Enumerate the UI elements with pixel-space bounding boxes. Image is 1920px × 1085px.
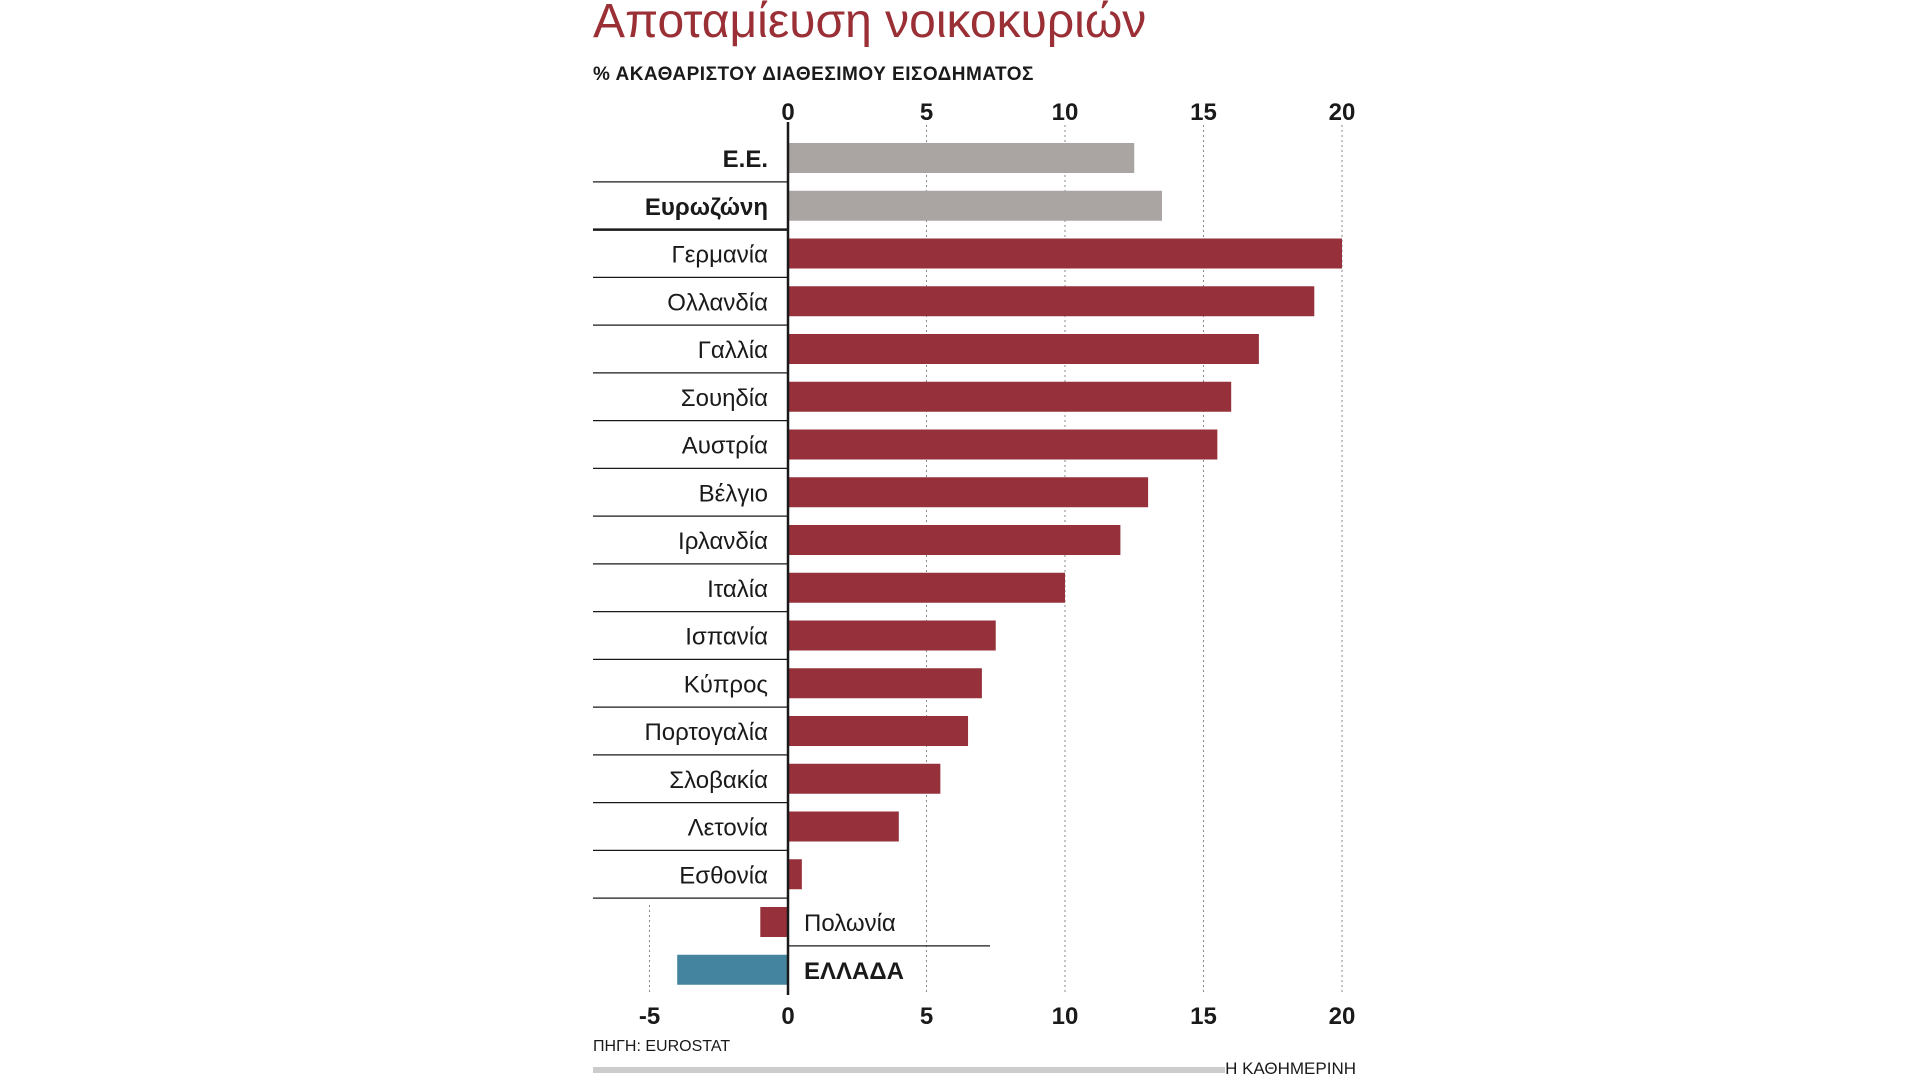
category-label-4: Ολλανδία [667, 289, 768, 316]
bar-13 [788, 716, 969, 746]
category-labels: Ε.Ε. Ευρωζώνη Γερμανία Ολλανδία Γαλλία Σουηδί… [644, 146, 904, 985]
category-label-6: Σουηδία [681, 385, 768, 412]
chart-subtitle: % ΑΚΑΘΑΡΙΣΤΟΥ ΔΙΑΘΕΣΙΜΟΥ ΕΙΣΟΔΗΜΑΤΟΣ [593, 64, 1034, 85]
bar-7 [788, 429, 1218, 460]
tick-labels: 0 5 10 15 20 -5 0 5 10 15 20 [639, 99, 1356, 1030]
bar-6 [788, 381, 1232, 412]
bar-12 [788, 668, 982, 699]
bar-14 [788, 763, 941, 794]
gridlines [649, 125, 1343, 995]
bar-18 [677, 954, 788, 985]
category-label-8: Βέλγιο [699, 480, 768, 507]
bottom-tick-label: 5 [920, 1003, 933, 1030]
category-label-9: Ιρλανδία [678, 528, 768, 555]
bar-9 [788, 525, 1121, 555]
top-tick-label: 0 [781, 99, 794, 126]
category-label-16: Εσθονία [679, 862, 768, 889]
category-label-1: Ε.Ε. [723, 146, 768, 173]
bottom-tick-label: 0 [781, 1003, 794, 1030]
category-label-17: Πολωνία [804, 910, 896, 937]
top-tick-label: 5 [920, 99, 933, 126]
chart-title: Αποταμίευση νοικοκυριών [593, 0, 1146, 48]
category-label-2: Ευρωζώνη [645, 194, 768, 221]
category-label-10: Ιταλία [707, 576, 768, 603]
top-tick-label: 15 [1190, 99, 1217, 126]
bar-3 [788, 238, 1342, 269]
top-tick-label: 10 [1052, 99, 1079, 126]
footer-rule [593, 1067, 1225, 1073]
bar-10 [788, 572, 1065, 603]
bar-17 [760, 907, 788, 937]
bottom-tick-label: 20 [1329, 1003, 1356, 1030]
bottom-tick-label: -5 [639, 1003, 660, 1030]
category-label-14: Σλοβακία [669, 767, 768, 794]
category-label-18: ΕΛΛΑΔΑ [804, 958, 904, 985]
source-note: ΠΗΓΗ: EUROSTAT [593, 1038, 730, 1055]
publisher-logo: Η ΚΑΘΗΜΕΡΙΝΗ [1225, 1059, 1356, 1078]
bottom-tick-label: 15 [1190, 1003, 1217, 1030]
bar-4 [788, 286, 1315, 317]
bar-11 [788, 620, 996, 651]
bar-16 [788, 859, 802, 890]
category-label-5: Γαλλία [698, 337, 768, 364]
category-label-12: Κύπρος [684, 671, 768, 698]
row-dividers [593, 181, 990, 947]
bar-15 [788, 811, 899, 842]
bar-5 [788, 334, 1259, 364]
bars [677, 143, 1342, 985]
category-label-13: Πορτογαλία [644, 719, 768, 746]
bottom-tick-label: 10 [1052, 1003, 1079, 1030]
category-label-7: Αυστρία [682, 433, 768, 460]
top-tick-label: 20 [1329, 99, 1356, 126]
category-label-3: Γερμανία [672, 242, 769, 269]
bar-2 [788, 190, 1162, 221]
bar-8 [788, 477, 1149, 508]
bar-1 [788, 143, 1135, 173]
category-label-15: Λετονία [688, 815, 769, 842]
category-label-11: Ισπανία [685, 624, 768, 651]
